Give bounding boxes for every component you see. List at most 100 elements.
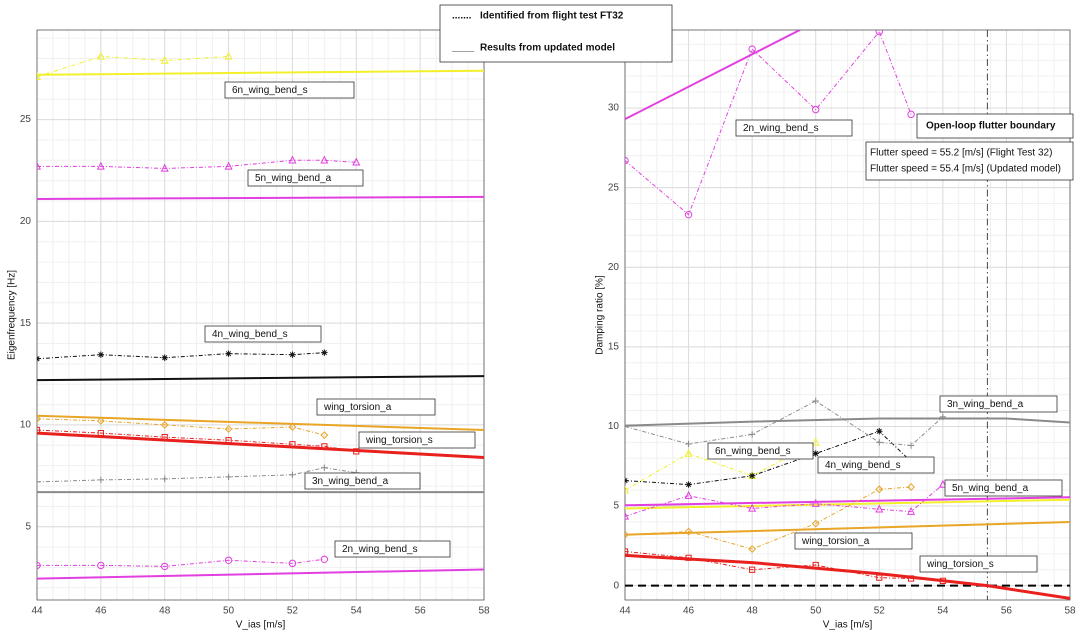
series-label: 6n_wing_bend_s [232,85,308,96]
legend-label: Results from updated model [480,43,615,54]
data-point [876,574,883,581]
data-point [625,511,630,520]
data-point [907,575,915,582]
data-point [96,161,105,170]
data-point [352,157,361,166]
series-label: 3n_wing_bend_a [312,476,389,487]
x-tick-label: 50 [810,606,822,617]
y-tick-label: 10 [608,421,620,432]
series-label-box [939,395,1058,413]
data-point [625,156,629,165]
data-point [811,498,820,507]
annotation-line: Flutter speed = 55.4 [m/s] (Updated mode… [870,164,1061,175]
y-tick-label: 5 [25,521,31,532]
data-point [625,530,629,539]
x-tick-label: 54 [937,606,949,617]
model-line [37,195,484,200]
series-label-box [817,456,935,474]
y-tick-label: 20 [20,216,32,227]
data-point [625,485,630,494]
legend-label: Identified from flight test FT32 [480,11,624,22]
data-point [812,561,819,569]
x-tick-label: 52 [287,606,299,617]
test-line [625,484,944,517]
data-point [907,442,915,449]
series-label-box [334,540,451,558]
x-tick-label: 52 [874,606,886,617]
x-axis-label: V_ias [m/s] [236,620,286,631]
data-point [97,561,105,570]
y-tick-label: 15 [20,318,32,329]
x-tick-label: 56 [1001,606,1013,617]
legend-symbol: ....... [452,11,472,22]
data-point [320,155,329,164]
data-point [812,105,820,114]
test-line [37,159,357,169]
series-label: wing_torsion_s [365,435,433,446]
series-label-box [794,532,913,550]
test-line [37,429,357,452]
y-tick-label: 30 [608,103,620,114]
test-line [37,352,325,360]
data-point [225,473,232,481]
model-line [37,431,484,459]
x-tick-label: 48 [159,606,171,617]
data-point [224,161,233,170]
x-tick-label: 56 [415,606,427,617]
y-axis-label: Damping ratio [%] [595,275,606,355]
data-point [812,450,819,457]
data-point [685,481,692,488]
data-point [321,349,328,356]
data-point [684,211,693,219]
series-label-box [358,431,476,449]
x-tick-label: 46 [95,606,107,617]
data-point [684,448,693,457]
test-line [37,418,325,436]
series-label-box [919,555,1038,573]
x-tick-label: 54 [351,606,363,617]
data-point [288,423,297,431]
y-tick-label: 10 [20,420,32,431]
data-point [748,472,756,480]
series-label: 2n_wing_bend_s [743,123,819,134]
data-point [625,477,629,484]
test-line [37,558,325,567]
axes-frame [36,29,485,601]
model-line [625,498,1070,510]
annotation-line: Flutter speed = 55.2 [m/s] (Flight Test … [870,148,1052,159]
data-point [320,431,329,440]
series-label-box [224,81,355,99]
series-label-box [204,325,322,343]
model-line [37,568,484,580]
plot-content [625,30,1070,600]
data-point [161,562,169,571]
series-label-box [735,119,853,137]
y-axis-label: Eigenfrequency [Hz] [7,270,18,360]
test-line [625,550,943,582]
data-point [353,448,360,455]
y-tick-label: 20 [608,262,620,273]
x-tick-label: 58 [478,606,490,617]
data-point [37,561,41,570]
data-point [37,478,41,486]
series-label: wing_torsion_a [801,536,870,547]
data-point [224,51,233,60]
model-line [37,69,484,76]
series-label-box [247,169,364,187]
data-point [684,490,693,499]
x-tick-label: 44 [619,606,631,617]
y-tick-label: 25 [20,114,32,125]
y-tick-label: 15 [608,341,620,352]
x-tick-label: 48 [747,606,759,617]
data-point [97,429,104,437]
series-label: wing_torsion_a [323,402,392,413]
test-line [625,441,816,491]
data-point [225,350,232,357]
data-point [37,161,42,170]
data-point [748,545,757,553]
data-point [37,426,41,434]
data-point [161,434,168,441]
data-point [224,556,233,564]
axes-frame [624,29,1071,601]
data-point [907,110,915,119]
